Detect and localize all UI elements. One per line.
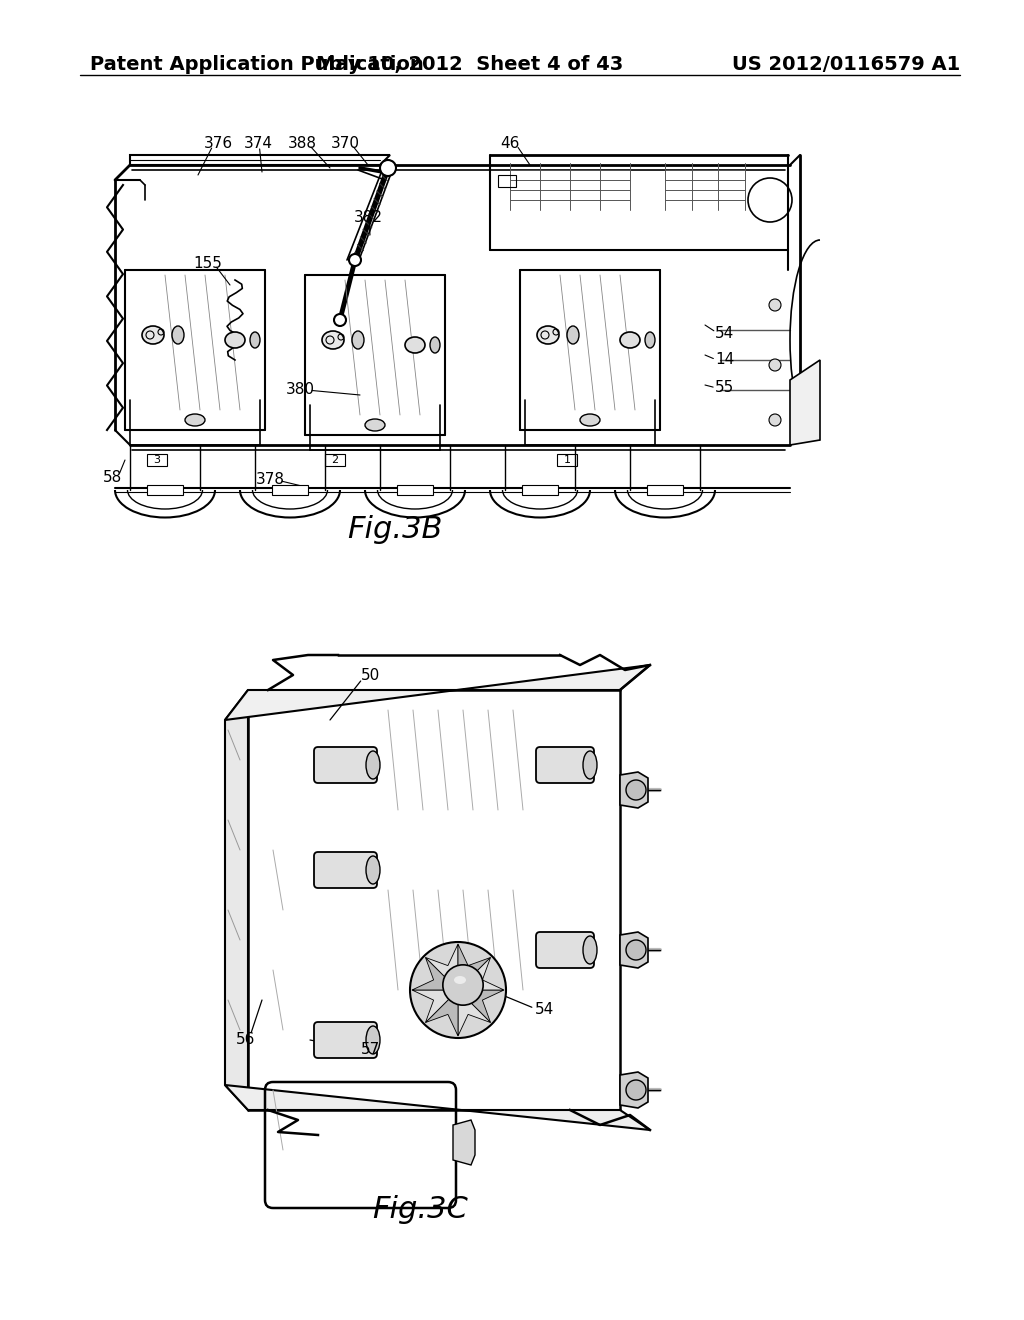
Polygon shape (458, 990, 504, 1023)
Circle shape (626, 780, 646, 800)
Text: US 2012/0116579 A1: US 2012/0116579 A1 (732, 55, 961, 74)
Polygon shape (426, 944, 458, 990)
Polygon shape (620, 932, 648, 968)
Ellipse shape (322, 331, 344, 348)
Circle shape (349, 253, 361, 267)
Polygon shape (458, 990, 490, 1036)
Ellipse shape (430, 337, 440, 352)
Ellipse shape (172, 326, 184, 345)
Polygon shape (453, 1119, 475, 1166)
Ellipse shape (142, 326, 164, 345)
Text: 50: 50 (360, 668, 380, 682)
Text: 380: 380 (286, 383, 314, 397)
Text: 382: 382 (353, 210, 383, 226)
Polygon shape (412, 990, 458, 1023)
Text: 2: 2 (332, 455, 339, 465)
Text: Fig.3C: Fig.3C (372, 1196, 468, 1225)
Ellipse shape (185, 414, 205, 426)
Text: 1: 1 (563, 455, 570, 465)
Polygon shape (458, 957, 504, 990)
Text: 376: 376 (204, 136, 232, 150)
Circle shape (334, 314, 346, 326)
Text: 14: 14 (716, 352, 734, 367)
Ellipse shape (537, 326, 559, 345)
Polygon shape (458, 944, 490, 990)
Bar (522, 484, 558, 495)
Text: 378: 378 (256, 473, 285, 487)
Ellipse shape (583, 936, 597, 964)
Text: May 10, 2012  Sheet 4 of 43: May 10, 2012 Sheet 4 of 43 (316, 55, 624, 74)
Ellipse shape (366, 855, 380, 884)
Ellipse shape (352, 331, 364, 348)
Bar (557, 454, 577, 466)
FancyBboxPatch shape (314, 747, 377, 783)
Text: 54: 54 (536, 1002, 555, 1018)
Text: 57: 57 (360, 1043, 380, 1057)
Ellipse shape (583, 751, 597, 779)
Bar (647, 484, 683, 495)
Text: 3: 3 (154, 455, 161, 465)
Text: 56: 56 (237, 1032, 256, 1048)
Text: 374: 374 (244, 136, 272, 150)
Circle shape (410, 942, 506, 1038)
FancyBboxPatch shape (314, 1022, 377, 1059)
Bar (397, 484, 433, 495)
Polygon shape (426, 990, 458, 1036)
Circle shape (769, 414, 781, 426)
Text: 58: 58 (103, 470, 123, 486)
Bar (147, 454, 167, 466)
Bar (498, 176, 516, 187)
Ellipse shape (454, 975, 466, 983)
Text: 55: 55 (716, 380, 734, 396)
Circle shape (380, 160, 396, 176)
Ellipse shape (580, 414, 600, 426)
Circle shape (769, 359, 781, 371)
FancyBboxPatch shape (536, 747, 594, 783)
Polygon shape (790, 360, 820, 445)
Ellipse shape (567, 326, 579, 345)
Circle shape (442, 965, 483, 1005)
Bar (325, 454, 345, 466)
Text: 155: 155 (194, 256, 222, 271)
Text: 370: 370 (331, 136, 359, 150)
Polygon shape (620, 1072, 648, 1107)
Ellipse shape (250, 333, 260, 348)
FancyBboxPatch shape (536, 932, 594, 968)
Bar (147, 484, 183, 495)
Text: 46: 46 (501, 136, 520, 150)
Polygon shape (225, 1085, 650, 1130)
Polygon shape (225, 665, 650, 719)
Polygon shape (412, 957, 458, 990)
Bar (272, 484, 308, 495)
Ellipse shape (406, 337, 425, 352)
Circle shape (626, 1080, 646, 1100)
Polygon shape (225, 690, 248, 1110)
Circle shape (626, 940, 646, 960)
Ellipse shape (620, 333, 640, 348)
Text: 388: 388 (288, 136, 316, 150)
Polygon shape (620, 772, 648, 808)
Ellipse shape (225, 333, 245, 348)
Text: Patent Application Publication: Patent Application Publication (90, 55, 424, 74)
Ellipse shape (645, 333, 655, 348)
Ellipse shape (366, 1026, 380, 1053)
FancyBboxPatch shape (314, 851, 377, 888)
Ellipse shape (366, 751, 380, 779)
Text: Fig.3B: Fig.3B (347, 516, 442, 544)
Ellipse shape (365, 418, 385, 432)
Text: 54: 54 (716, 326, 734, 341)
Circle shape (769, 300, 781, 312)
